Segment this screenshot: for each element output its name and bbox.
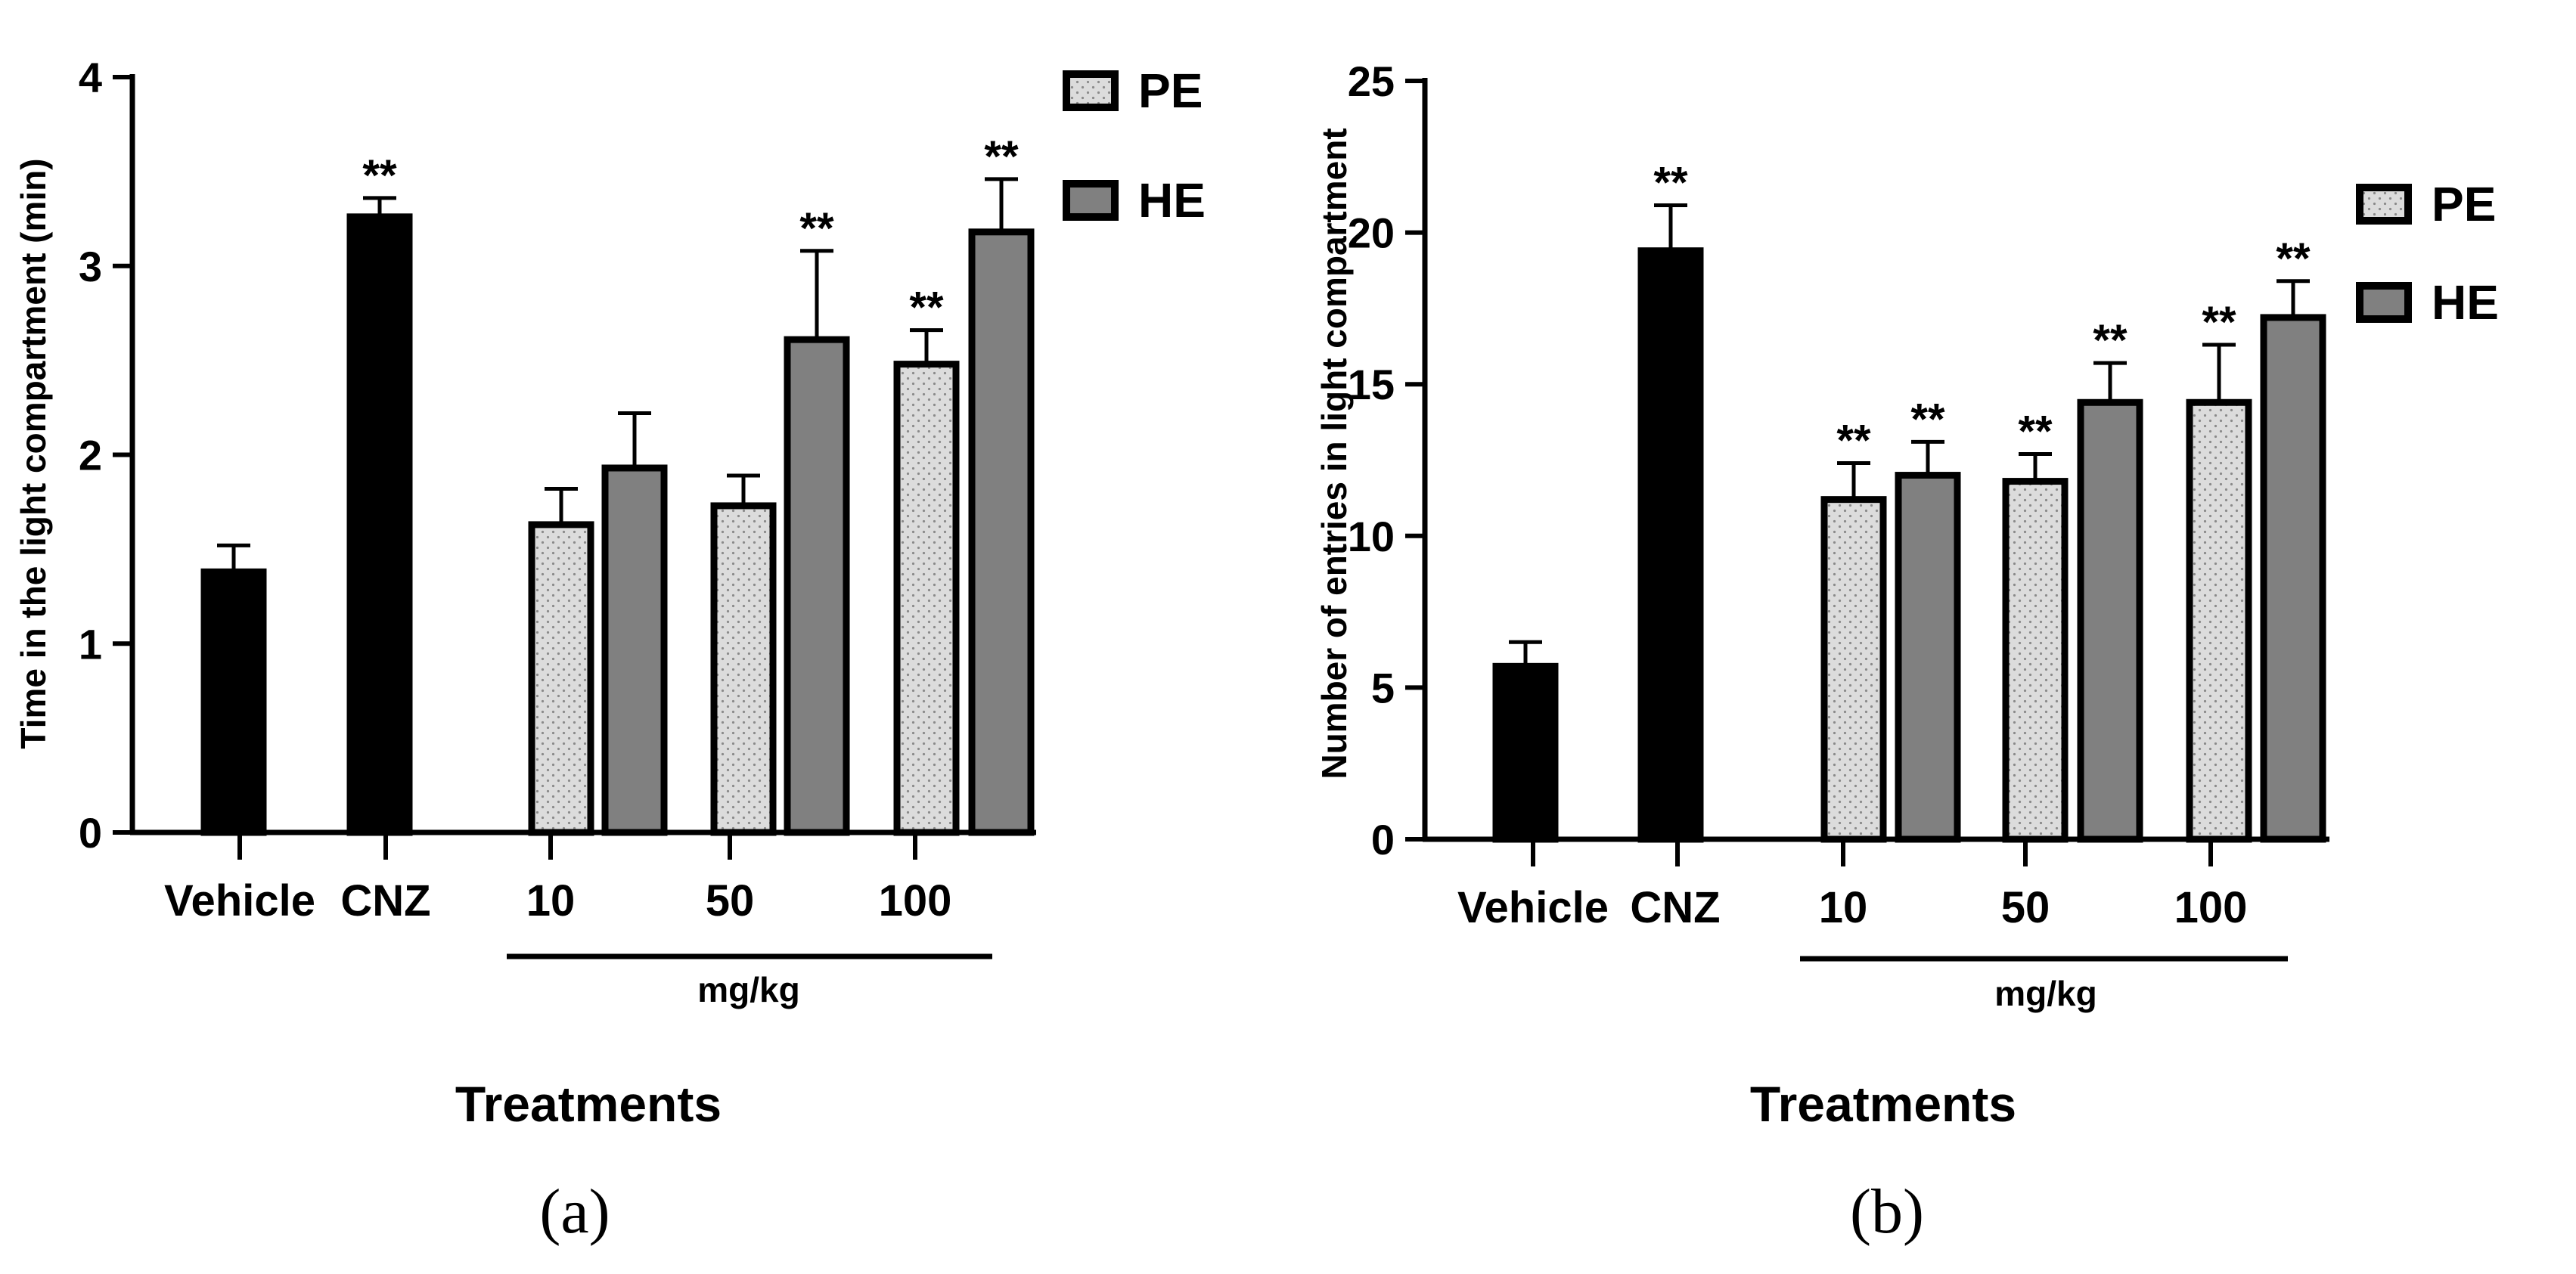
y-tick-label: 5 bbox=[1371, 664, 1395, 711]
panel-a: 0 1 2 3 4 Time in the light compartment (min)… bbox=[14, 54, 1206, 1247]
significance-marker: ** bbox=[1653, 158, 1688, 207]
x-tick-label: 50 bbox=[2001, 883, 2050, 932]
significance-marker: ** bbox=[1836, 417, 1871, 466]
significance-marker: ** bbox=[2276, 234, 2311, 284]
bar-10-he bbox=[1895, 472, 1961, 843]
bar-10-pe bbox=[528, 521, 594, 836]
legend-label-pe: PE bbox=[1138, 64, 1203, 118]
x-tick-label: CNZ bbox=[340, 876, 430, 925]
significance-marker: ** bbox=[984, 132, 1019, 181]
legend-label-pe: PE bbox=[2432, 177, 2496, 231]
y-tick-label: 0 bbox=[79, 809, 102, 857]
dose-unit-label: mg/kg bbox=[697, 970, 799, 1009]
panel-label: (b) bbox=[1850, 1176, 1924, 1247]
significance-marker: ** bbox=[362, 151, 397, 200]
y-tick-label: 15 bbox=[1348, 361, 1395, 408]
dose-unit-label: mg/kg bbox=[1994, 974, 2096, 1013]
y-axis-label: Number of entries in light compartment bbox=[1314, 128, 1354, 779]
y-tick-label: 20 bbox=[1348, 209, 1395, 257]
legend-swatch-he bbox=[2356, 282, 2412, 323]
y-tick-label: 3 bbox=[79, 243, 102, 290]
significance-marker: ** bbox=[1910, 395, 1945, 444]
bar-vehicle-control bbox=[200, 568, 267, 836]
significance-marker: ** bbox=[799, 204, 834, 253]
y-tick-label: 2 bbox=[79, 432, 102, 479]
x-axis-title: Treatments bbox=[1750, 1076, 2016, 1132]
legend-swatch-pe bbox=[2356, 184, 2412, 225]
legend-swatch-he bbox=[1063, 180, 1119, 221]
significance-marker: ** bbox=[2018, 407, 2053, 456]
x-tick-label: 50 bbox=[706, 876, 755, 925]
bar-50-pe bbox=[710, 502, 777, 836]
significance-marker: ** bbox=[2202, 298, 2236, 347]
x-tick-label: Vehicle bbox=[1457, 883, 1609, 932]
y-tick-label: 4 bbox=[79, 54, 102, 101]
bar-100-he bbox=[968, 228, 1035, 836]
bar-50-pe bbox=[2002, 478, 2069, 843]
y-tick-label: 10 bbox=[1348, 513, 1395, 560]
x-tick-label: 10 bbox=[1819, 883, 1868, 932]
bar-50-he bbox=[2077, 398, 2143, 843]
legend-swatch-pe bbox=[1063, 70, 1119, 111]
legend-label-he: HE bbox=[2432, 275, 2499, 330]
significance-marker: ** bbox=[2093, 316, 2128, 365]
bar-100-pe bbox=[893, 361, 960, 836]
x-tick-label: 100 bbox=[879, 876, 952, 925]
legend-label-he: HE bbox=[1138, 173, 1206, 228]
y-axis-label: Time in the light compartment (min) bbox=[14, 158, 53, 749]
bar-50-he bbox=[784, 336, 850, 836]
bar-vehicle-control bbox=[1492, 662, 1559, 843]
y-tick-label: 1 bbox=[79, 620, 102, 668]
bar-100-pe bbox=[2186, 398, 2252, 843]
x-tick-label: CNZ bbox=[1630, 883, 1720, 932]
bar-10-he bbox=[601, 464, 668, 836]
x-axis-title: Treatments bbox=[455, 1076, 722, 1132]
bar-100-he bbox=[2260, 314, 2326, 843]
x-tick-label: Vehicle bbox=[164, 876, 315, 925]
panel-b: 0 5 10 15 20 25 Number of entries in light com… bbox=[1314, 57, 2499, 1247]
bar-cnz-control bbox=[346, 213, 413, 836]
x-tick-label: 10 bbox=[526, 876, 576, 925]
panel-label: (a) bbox=[539, 1176, 610, 1247]
significance-marker: ** bbox=[909, 284, 944, 333]
y-tick-label: 0 bbox=[1371, 816, 1395, 863]
y-tick-label: 25 bbox=[1348, 57, 1395, 105]
x-tick-label: 100 bbox=[2174, 883, 2248, 932]
bar-cnz-control bbox=[1637, 247, 1704, 843]
bar-10-pe bbox=[1820, 496, 1887, 843]
